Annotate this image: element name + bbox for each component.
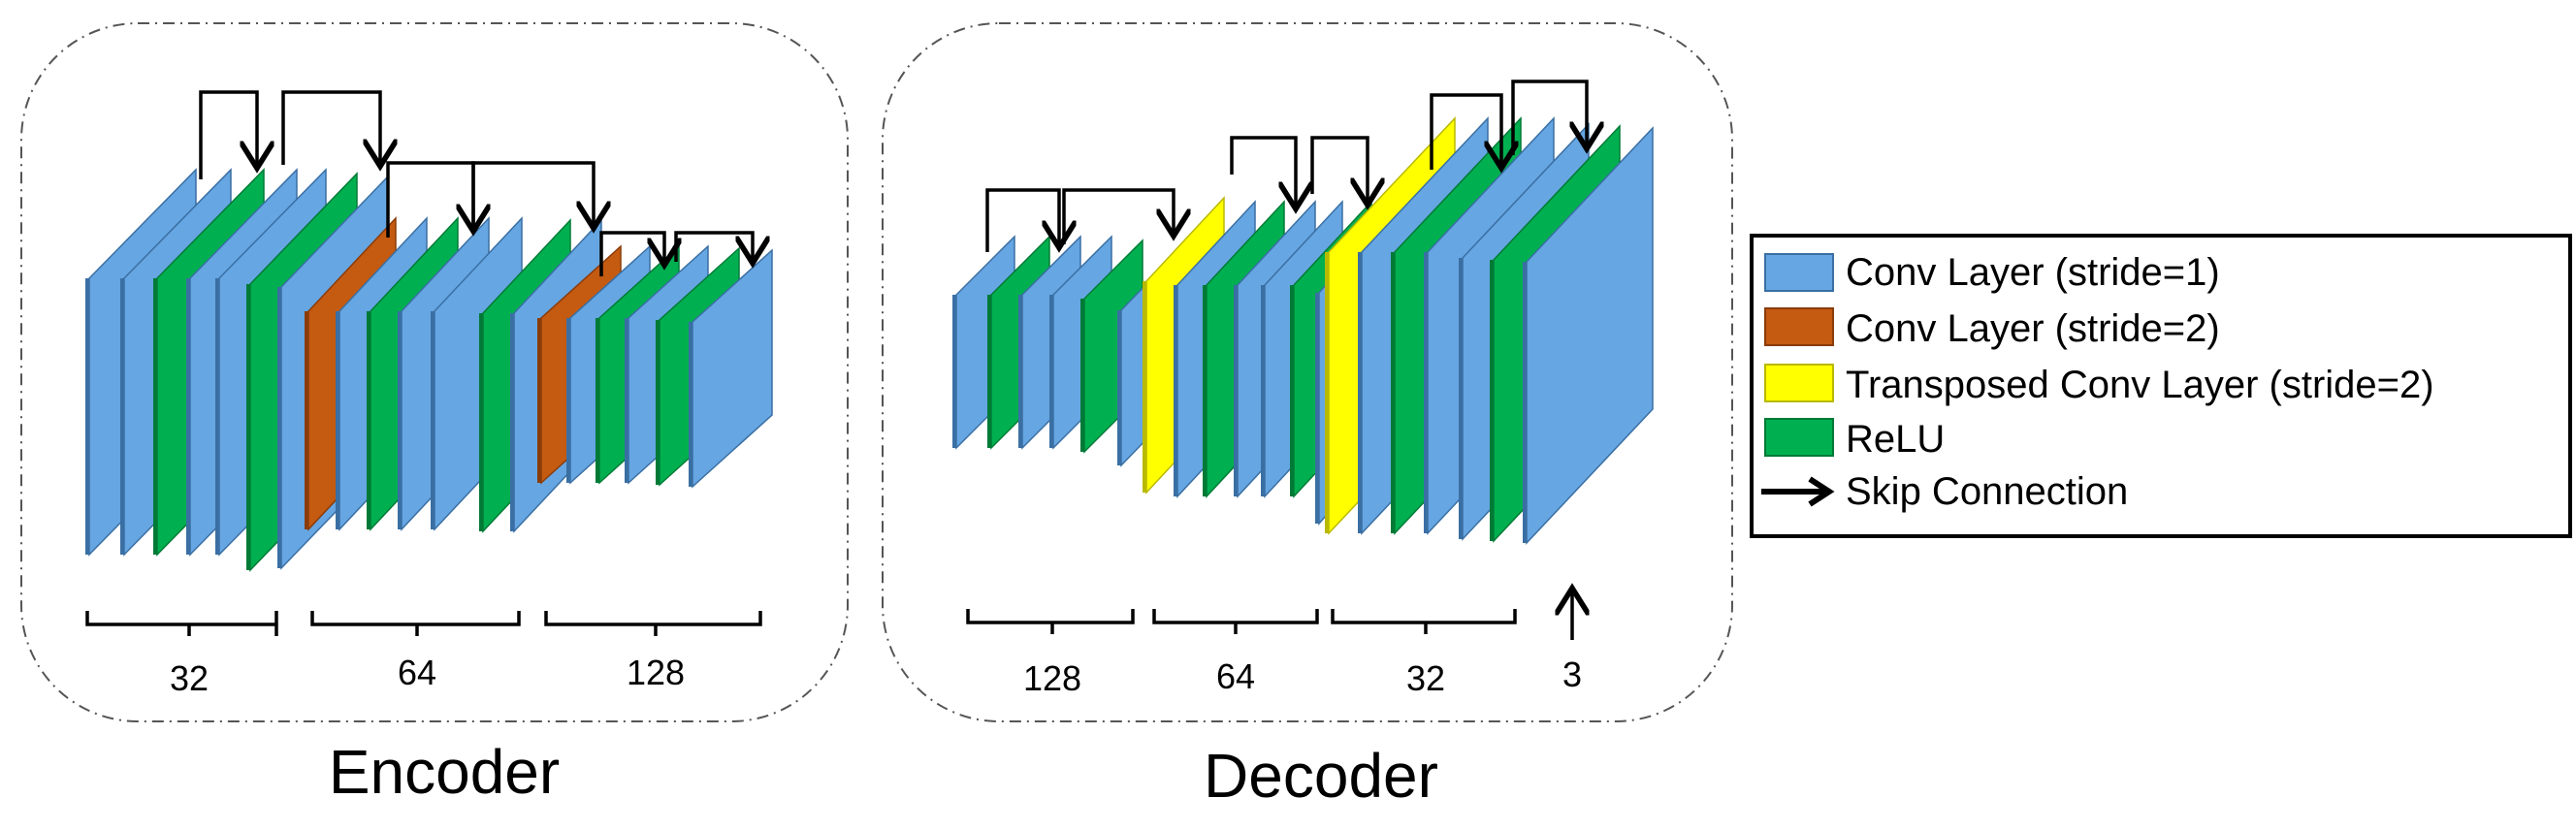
conv-layer-edge bbox=[510, 313, 514, 531]
conv-layer-edge bbox=[120, 278, 124, 555]
legend-label: Skip Connection bbox=[1846, 470, 2128, 513]
conv-layer-edge bbox=[277, 287, 281, 568]
decoder-layers bbox=[952, 116, 1654, 545]
conv-layer-edge bbox=[1358, 252, 1362, 533]
skip-connection-arrow bbox=[1310, 136, 1368, 202]
conv-layer-stride2-edge bbox=[537, 318, 541, 483]
decoder-title: Decoder bbox=[1204, 741, 1438, 811]
brace-label: 128 bbox=[1023, 658, 1081, 698]
skip-connection-arrow bbox=[1430, 93, 1501, 170]
skip-connection-arrow bbox=[386, 161, 473, 238]
relu-layer-edge bbox=[987, 295, 991, 448]
skip-connection-arrow bbox=[674, 231, 753, 262]
conv-layer-edge bbox=[952, 295, 956, 448]
legend-swatch-relu bbox=[1764, 418, 1834, 457]
conv-layer-edge bbox=[1234, 285, 1238, 496]
encoder-title: Encoder bbox=[329, 737, 560, 807]
brace-label: 32 bbox=[1406, 658, 1445, 698]
skip-connection-arrow bbox=[985, 188, 1059, 252]
decoder-panel bbox=[882, 22, 1733, 722]
legend-label: ReLU bbox=[1846, 418, 1945, 461]
brace bbox=[544, 611, 762, 636]
conv-layer-edge bbox=[398, 311, 402, 529]
legend-label: Transposed Conv Layer (stride=2) bbox=[1846, 364, 2434, 406]
brace bbox=[85, 611, 278, 636]
relu-layer-edge bbox=[656, 320, 660, 485]
relu-layer-edge bbox=[1203, 285, 1207, 496]
conv-layer-edge bbox=[1174, 285, 1177, 496]
relu-layer-edge bbox=[1080, 299, 1084, 452]
decoder-skip-connections bbox=[985, 80, 1587, 252]
conv-layer-edge bbox=[689, 322, 692, 487]
skip-connection-arrow bbox=[199, 90, 257, 179]
skip-connection-arrow bbox=[471, 161, 594, 228]
relu-layer-edge bbox=[596, 318, 599, 483]
relu-layer-edge bbox=[1391, 252, 1395, 533]
legend: Conv Layer (stride=1) Conv Layer (stride… bbox=[1750, 234, 2572, 538]
relu-layer-edge bbox=[479, 313, 483, 531]
conv-layer-stride2-edge bbox=[305, 311, 308, 529]
relu-layer-edge bbox=[1290, 285, 1294, 496]
skip-connection-arrow bbox=[281, 90, 380, 165]
conv-layer-edge bbox=[1459, 258, 1463, 539]
brace-label: 64 bbox=[398, 653, 436, 692]
conv-layer-edge bbox=[625, 318, 628, 483]
conv-layer-edge bbox=[85, 278, 89, 555]
brace-label: 32 bbox=[170, 658, 209, 698]
encoder-skip-connections bbox=[199, 90, 753, 276]
brace bbox=[1152, 609, 1319, 634]
transposed-conv-layer-edge bbox=[1325, 252, 1329, 533]
legend-label: Conv Layer (stride=1) bbox=[1846, 251, 2220, 294]
skip-connection-arrow bbox=[1511, 80, 1587, 155]
conv-layer-edge bbox=[215, 278, 219, 555]
decoder-braces: 128 64 32 3 bbox=[966, 591, 1582, 698]
legend-swatch-transposed-conv bbox=[1764, 364, 1834, 402]
conv-layer-edge bbox=[336, 311, 339, 529]
brace bbox=[310, 611, 521, 636]
conv-layer-edge bbox=[186, 278, 190, 555]
conv-layer-edge bbox=[1523, 262, 1527, 543]
conv-layer-edge bbox=[1261, 285, 1265, 496]
encoder-layers bbox=[85, 168, 773, 572]
relu-layer-edge bbox=[1490, 260, 1494, 541]
transposed-conv-layer-edge bbox=[1143, 281, 1146, 493]
relu-layer-edge bbox=[153, 278, 157, 555]
legend-skip-arrow-icon bbox=[1761, 476, 1835, 507]
legend-swatch-conv-stride2 bbox=[1764, 307, 1834, 346]
skip-connection-arrow bbox=[599, 231, 664, 276]
conv-layer-edge bbox=[1424, 252, 1428, 533]
legend-swatch-conv bbox=[1764, 253, 1834, 292]
brace bbox=[966, 609, 1135, 634]
legend-box bbox=[1750, 234, 2572, 538]
conv-layer-edge bbox=[1049, 295, 1053, 448]
skip-connection-arrow bbox=[1062, 188, 1174, 244]
conv-layer-edge bbox=[566, 318, 570, 483]
brace-label: 128 bbox=[627, 653, 685, 692]
conv-layer-edge bbox=[1315, 293, 1319, 524]
conv-layer-edge bbox=[1018, 295, 1022, 448]
skip-connection-arrow bbox=[1230, 136, 1296, 206]
encoder-panel bbox=[20, 22, 849, 722]
legend-label: Conv Layer (stride=2) bbox=[1846, 307, 2220, 350]
encoder-braces: 32 64 128 bbox=[85, 611, 762, 698]
brace-label: 64 bbox=[1216, 656, 1255, 696]
relu-layer-edge bbox=[246, 284, 250, 570]
conv-layer-edge bbox=[1117, 310, 1121, 465]
relu-layer-edge bbox=[367, 311, 370, 529]
brace-label: 3 bbox=[1562, 654, 1582, 694]
brace bbox=[1331, 609, 1517, 634]
conv-layer-edge bbox=[431, 311, 435, 529]
